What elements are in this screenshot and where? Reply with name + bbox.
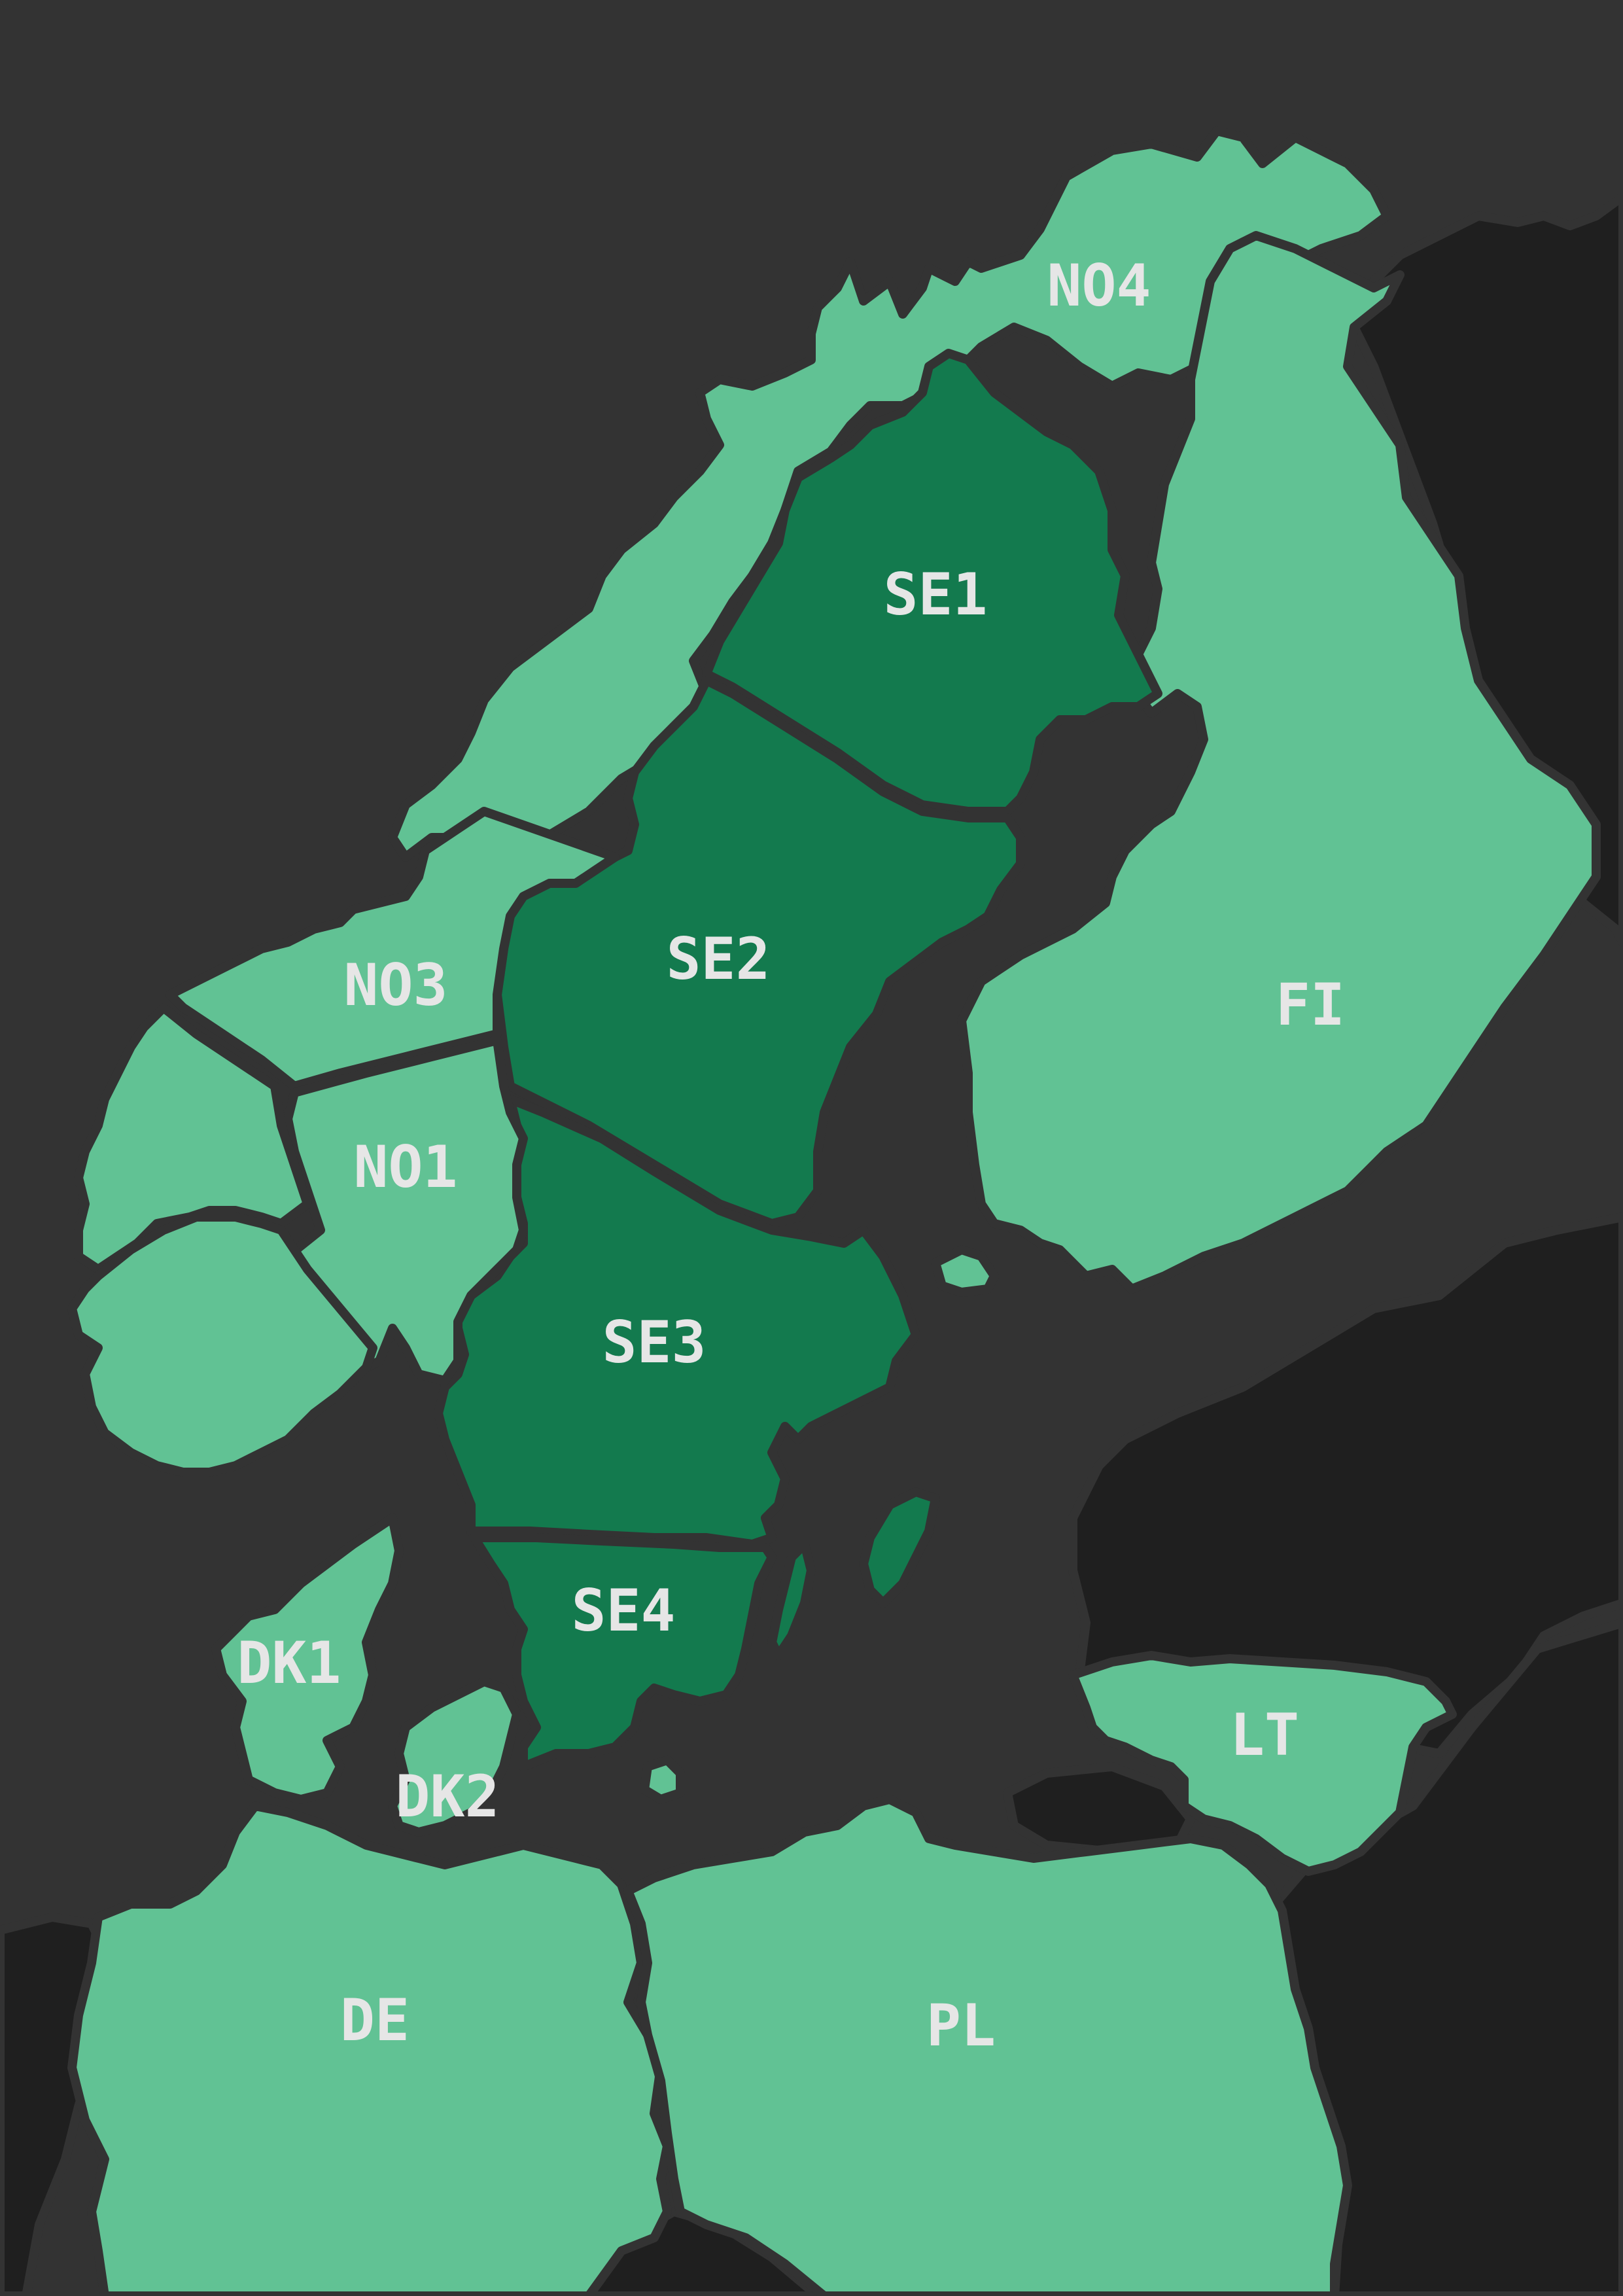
zone-label-se2: SE2 [667,925,771,993]
zone-se1-area[interactable] [702,349,1162,816]
zone-no1-area[interactable] [283,1036,528,1385]
zone-de-area[interactable] [67,1801,672,2296]
zone-dk1-area[interactable] [211,1513,404,1804]
zone-no3-area[interactable] [166,807,620,1091]
zone-label-se3: SE3 [602,1309,707,1376]
zone-label-no4: NO4 [1047,252,1151,319]
zone-label-se4: SE4 [572,1577,676,1644]
zone-label-no1: NO1 [354,1133,458,1201]
zone-se4-area[interactable] [470,1533,777,1771]
zone-label-dk1: DK1 [237,1629,341,1697]
island-bornholm [640,1756,685,1804]
kaliningrad-landmass [1003,1762,1195,1856]
zone-label-de: DE [340,1987,410,2054]
island-gotland [859,1487,940,1608]
zone-label-no3: NO3 [344,951,448,1019]
zone-label-se1: SE1 [884,561,988,628]
island-aland [931,1245,999,1297]
zone-label-lt: LT [1230,1701,1299,1769]
island-oland [767,1540,816,1660]
zone-norway-south-area[interactable] [67,1212,377,1477]
zone-label-dk2: DK2 [396,1763,500,1830]
zone-pl-area[interactable] [623,1795,1352,2296]
zone-label-pl: PL [926,1992,996,2059]
zone-dk2-area[interactable] [388,1677,521,1837]
zone-lt-area[interactable] [1068,1651,1457,1876]
zone-label-fi: FI [1276,971,1345,1038]
